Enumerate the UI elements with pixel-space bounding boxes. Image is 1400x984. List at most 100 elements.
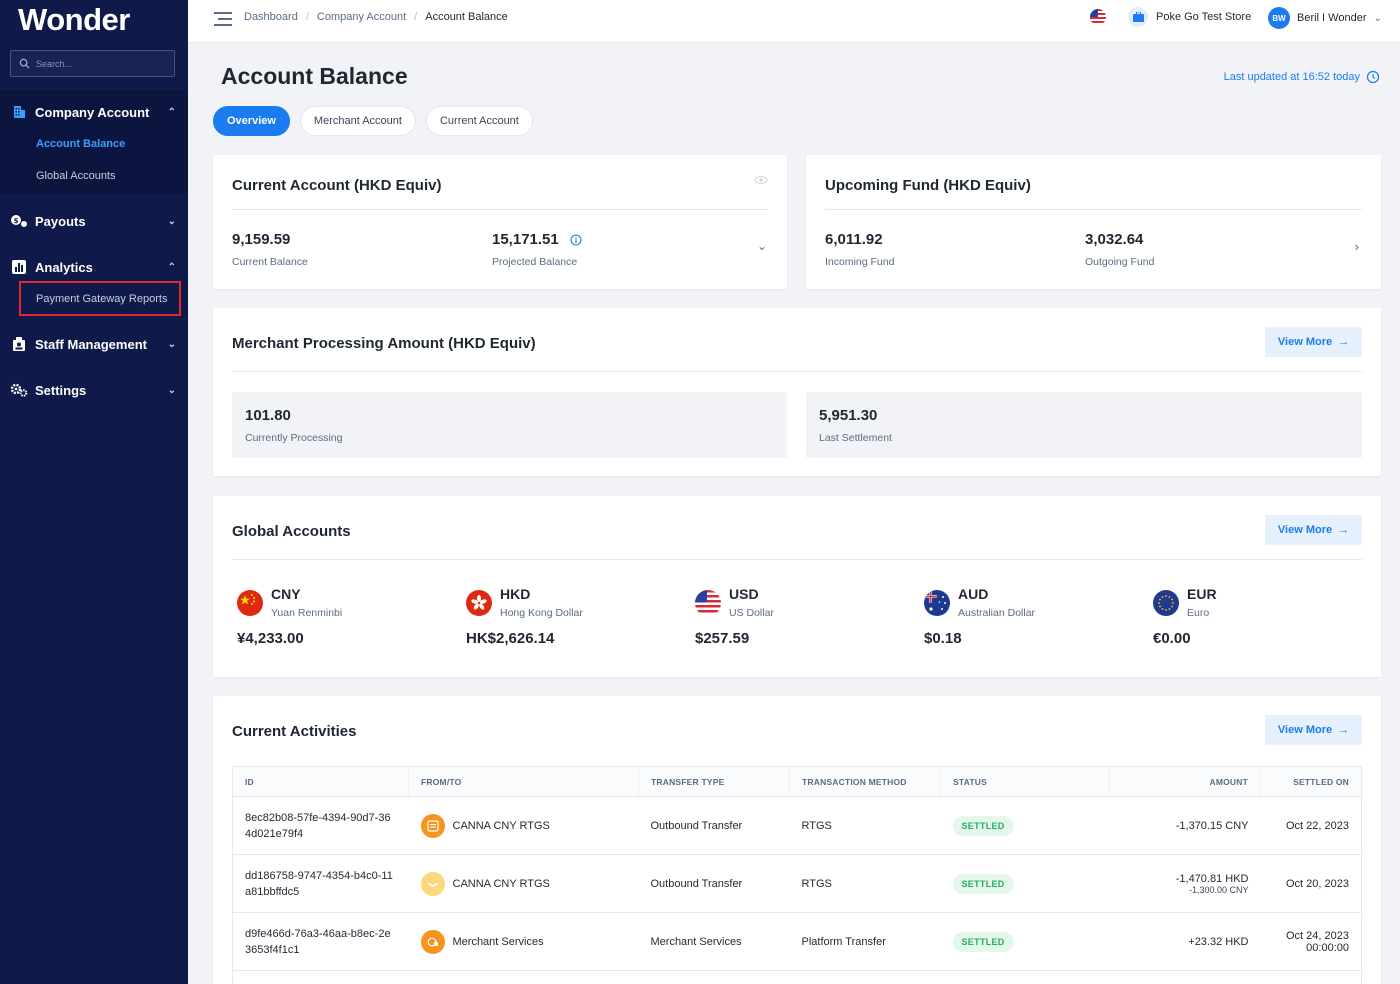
info-icon[interactable] [570,234,582,246]
nav-analytics[interactable]: Analytics ⌃ [0,255,188,279]
outgoing-fund-value: 3,032.64 [1085,231,1144,248]
china-flag-icon [237,590,263,616]
column-header-id[interactable]: ID [232,766,409,797]
current-balance-label: Current Balance [232,256,308,268]
sidebar: Wonder Company Account ⌃ Account Balance… [0,0,188,984]
view-more-label: View More [1277,524,1333,536]
store-selector[interactable]: Poke Go Test Store [1128,7,1251,27]
transaction-id: 8ec82b08-57fe-4394-90d7-364d021e79f4 [232,796,409,855]
chevron-up-icon: ⌃ [167,261,176,273]
nav-company-account-label: Company Account [35,104,150,120]
breadcrumb-company-account[interactable]: Company Account [316,11,407,23]
breadcrumb-dashboard[interactable]: Dashboard [244,11,298,23]
view-more-button[interactable]: View More → [1265,515,1362,545]
transaction-method: Platform Transfer [789,912,941,971]
nav-analytics-label: Analytics [35,259,93,275]
nav-account-balance[interactable]: Account Balance [36,138,126,150]
settled-on: Oct 22, 2023 [1260,796,1362,855]
eu-flag-icon [1153,590,1179,616]
search-icon [19,58,30,69]
eye-icon[interactable] [754,175,768,185]
view-more-button[interactable]: View More → [1265,715,1362,745]
table-row[interactable]: dd186758-9747-4354-b4c0-11a81bbffdc5 CAN… [232,854,1362,913]
topbar: Dashboard / Company Account / Account Ba… [188,0,1400,43]
incoming-fund-label: Incoming Fund [825,256,895,268]
currency-amount: ¥4,233.00 [237,630,304,647]
nav-payouts[interactable]: $ Payouts ⌄ [0,209,188,233]
transaction-method: RTGS [789,796,941,855]
building-icon [10,103,28,121]
table-row[interactable] [232,970,1362,984]
currency-name: Yuan Renminbi [271,607,343,619]
projected-balance-value: 15,171.51 [492,231,559,248]
chevron-down-icon: ⌄ [167,338,176,350]
nav-global-accounts[interactable]: Global Accounts [36,170,116,182]
chevron-right-icon[interactable]: › [1354,239,1359,254]
merchant-services-icon [420,929,445,954]
transfer-type: Outbound Transfer [638,854,790,913]
bar-chart-icon [10,258,28,276]
amount-cell: -1,370.15 CNY [1109,796,1261,855]
incoming-fund-value: 6,011.92 [825,231,883,248]
view-more-button[interactable]: View More → [1265,327,1362,357]
current-balance-value: 9,159.59 [232,231,291,248]
transaction-method: RTGS [789,854,941,913]
staff-icon [10,335,28,353]
amount: -1,470.81 HKD [1175,872,1249,885]
column-header-amount[interactable]: AMOUNT [1109,766,1261,797]
divider [825,209,1362,210]
svg-text:$: $ [14,217,19,225]
chevron-down-icon: ⌄ [1373,12,1382,24]
current-account-card: Current Account (HKD Equiv) 9,159.59 Cur… [213,155,787,289]
nav-payouts-group: $ Payouts ⌄ [0,209,188,233]
search-input[interactable] [36,58,166,69]
tab-overview[interactable]: Overview [213,106,290,136]
currency-amount: $257.59 [695,630,750,647]
table-row[interactable]: 8ec82b08-57fe-4394-90d7-364d021e79f4 CAN… [232,796,1362,855]
nav-payment-gateway-reports[interactable]: Payment Gateway Reports [36,293,168,305]
column-header-from-to[interactable]: FROM/TO [408,766,639,797]
chevron-up-icon: ⌃ [167,106,176,118]
currency-amount: €0.00 [1153,630,1191,647]
current-activities-title: Current Activities [232,723,357,740]
column-header-transaction-method[interactable]: TRANSACTION METHOD [789,766,941,797]
wings-icon [420,871,445,896]
app-logo[interactable]: Wonder [18,2,130,37]
divider [232,209,768,210]
from-to-name: CANNA CNY RTGS [452,819,550,832]
settled-time: 00:00:00 [1306,941,1349,954]
column-header-transfer-type[interactable]: TRANSFER TYPE [638,766,790,797]
currency-amount: HK$2,626.14 [466,630,555,647]
status-cell: SETTLED [940,912,1110,971]
currency-amount: $0.18 [924,630,962,647]
us-flag-icon[interactable] [1090,9,1106,25]
status-badge: SETTLED [952,815,1014,836]
currency-name: US Dollar [729,607,774,619]
amount: +23.32 HKD [1188,935,1249,948]
nav-settings[interactable]: Settings ⌄ [0,378,188,402]
nav-settings-group: Settings ⌄ [0,378,188,402]
table-row[interactable]: d9fe466d-76a3-46aa-b8ec-2e3653f4f1c1 Mer… [232,912,1362,971]
global-accounts-card: Global Accounts View More → CNY Yuan Ren… [213,496,1381,677]
column-header-settled-on[interactable]: SETTLED ON [1260,766,1362,797]
currency-name: Australian Dollar [958,607,1036,619]
nav-staff-management[interactable]: Staff Management ⌄ [0,332,188,356]
amount-cell: -1,470.81 HKD -1,300.00 CNY [1109,854,1261,913]
history-icon [1366,70,1380,84]
search-box[interactable] [10,50,175,77]
divider [232,371,1362,372]
table-header-row: ID FROM/TO TRANSFER TYPE TRANSACTION MET… [232,766,1362,797]
nav-company-account[interactable]: Company Account ⌃ [0,100,188,124]
user-menu[interactable]: BW Beril I Wonder ⌄ [1268,7,1382,29]
merchant-processing-title: Merchant Processing Amount (HKD Equiv) [232,335,536,352]
page-title: Account Balance [221,63,408,89]
last-updated-text: Last updated at 16:52 today [1223,71,1360,83]
tab-merchant-account[interactable]: Merchant Account [299,106,416,136]
chevron-down-icon[interactable]: ⌄ [756,239,767,253]
last-updated[interactable]: Last updated at 16:52 today [1224,70,1380,84]
avatar: BW [1268,7,1290,29]
column-header-status[interactable]: STATUS [940,766,1110,797]
tab-current-account[interactable]: Current Account [425,106,533,136]
from-to-cell: CANNA CNY RTGS [408,854,639,913]
menu-toggle-icon[interactable] [214,11,232,27]
